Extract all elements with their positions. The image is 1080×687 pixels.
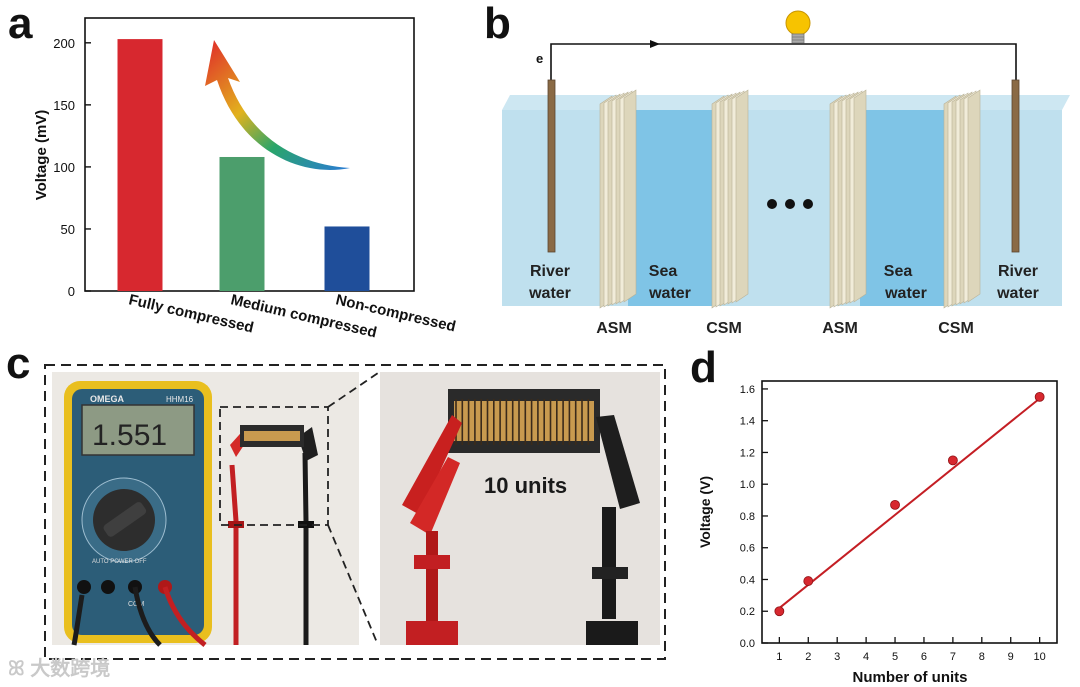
membrane-sheet <box>853 89 867 303</box>
y-axis-label-d: Voltage (V) <box>697 476 713 548</box>
meter-model: HHM16 <box>166 395 194 404</box>
panel-letter-a: a <box>8 0 33 48</box>
sea-compartment-right <box>860 110 944 306</box>
sea-compartment-left <box>628 110 712 306</box>
y-tick-label-d: 1.4 <box>740 416 755 428</box>
meter-terminal-2 <box>101 580 115 594</box>
multimeter: OMEGA HHM16 1.551 AUTO POWER OFF COM <box>64 381 212 643</box>
y-tick-label-a: 0 <box>68 284 75 299</box>
y-tick-label-a: 200 <box>53 36 75 51</box>
units-label: 10 units <box>484 473 567 498</box>
sea-label-left-2: water <box>648 285 691 302</box>
current-arrow-icon <box>650 40 660 48</box>
data-point <box>803 576 814 586</box>
membrane-label-asm-2: ASM <box>822 320 858 337</box>
schematic-b: e River water Sea water Sea water River … <box>502 10 1070 337</box>
plot-frame-d <box>761 380 1058 644</box>
scatter-chart-d: 0.00.20.40.60.81.01.21.41.6 1 2 3 4 5 6 7 8 9 10 … <box>697 380 1058 686</box>
black-clip-zoom <box>586 415 640 645</box>
y-tick-label-d: 1.2 <box>740 447 755 459</box>
x-tick-label-d: 7 <box>950 651 956 663</box>
x-tick-label-d: 2 <box>805 651 811 663</box>
y-tick-label-d: 0.6 <box>740 543 755 555</box>
electrode-left <box>547 79 556 253</box>
membrane-label-csm-2: CSM <box>938 320 974 337</box>
y-tick-label-d: 0.8 <box>740 511 755 523</box>
trend-arrow <box>205 40 350 170</box>
membrane-label-csm-1: CSM <box>706 320 742 337</box>
panel-letter-c: c <box>6 339 31 388</box>
sea-label-right-1: Sea <box>884 263 913 280</box>
sea-label-right-2: water <box>884 285 927 302</box>
membrane-sheet <box>967 89 981 303</box>
meter-display-reading: 1.551 <box>92 419 167 452</box>
river-label-right-1: River <box>998 263 1038 280</box>
meter-auto-off-text: AUTO POWER OFF <box>92 559 147 565</box>
zoom-region-box <box>219 406 329 526</box>
data-point <box>774 606 785 617</box>
river-label-right-2: water <box>996 285 1039 302</box>
membrane-label-asm-1: ASM <box>596 320 632 337</box>
zoom-connector-top <box>327 372 379 408</box>
electrode-right <box>1011 79 1020 253</box>
membrane-sheet <box>735 89 749 303</box>
sea-label-left-1: Sea <box>649 263 678 280</box>
watermark-logo-icon: ꕤ <box>8 658 31 680</box>
y-tick-label-d: 0.2 <box>740 606 755 618</box>
zoom-connector-bottom <box>327 524 379 646</box>
y-tick-label-a: 150 <box>53 98 75 113</box>
photo-panel-c: OMEGA HHM16 1.551 AUTO POWER OFF COM <box>44 364 666 660</box>
y-tick-label-d: 0.0 <box>740 638 755 650</box>
panel-letter-d: d <box>690 343 717 392</box>
x-tick-label-d: 3 <box>834 651 840 663</box>
light-bulb-icon <box>785 10 811 44</box>
ellipsis-dots <box>767 199 813 209</box>
river-label-left-1: River <box>530 263 570 280</box>
y-tick-label-d: 1.0 <box>740 479 755 491</box>
x-tick-label-d: 9 <box>1008 651 1014 663</box>
panel-letter-b: b <box>484 0 511 48</box>
y-tick-label-d: 1.6 <box>740 384 755 396</box>
y-axis-label-a: Voltage (mV) <box>33 110 50 201</box>
x-tick-label-d: 8 <box>979 651 985 663</box>
x-tick-label-d: 6 <box>921 651 927 663</box>
meter-terminal-1 <box>77 580 91 594</box>
bar <box>117 39 163 291</box>
x-tick-label-d: 10 <box>1034 651 1046 663</box>
x-tick-label-d: 1 <box>776 651 782 663</box>
x-axis-label-d: Number of units <box>853 669 968 686</box>
y-tick-label-a: 50 <box>61 222 75 237</box>
red-clip-zoom <box>402 415 462 645</box>
river-label-left-2: water <box>528 285 571 302</box>
x-tick-label-d: 5 <box>892 651 898 663</box>
stack-small <box>240 425 304 447</box>
watermark: ꕤ 大数跨境 <box>8 658 111 680</box>
stack-large <box>448 389 600 453</box>
fit-line <box>778 397 1041 609</box>
membrane-sheet <box>623 89 637 303</box>
data-point <box>1034 391 1045 402</box>
bar <box>324 226 370 291</box>
outer-dashed-frame <box>44 364 666 660</box>
y-tick-label-a: 100 <box>53 160 75 175</box>
meter-brand: OMEGA <box>90 394 125 404</box>
bar <box>219 156 265 291</box>
data-point <box>947 455 958 466</box>
electron-label: e <box>536 51 543 66</box>
x-tick-label-d: 4 <box>863 651 869 663</box>
tank-top <box>502 95 1070 110</box>
circuit-wire <box>550 43 1017 80</box>
y-tick-label-d: 0.4 <box>740 574 755 586</box>
data-point <box>890 499 900 510</box>
